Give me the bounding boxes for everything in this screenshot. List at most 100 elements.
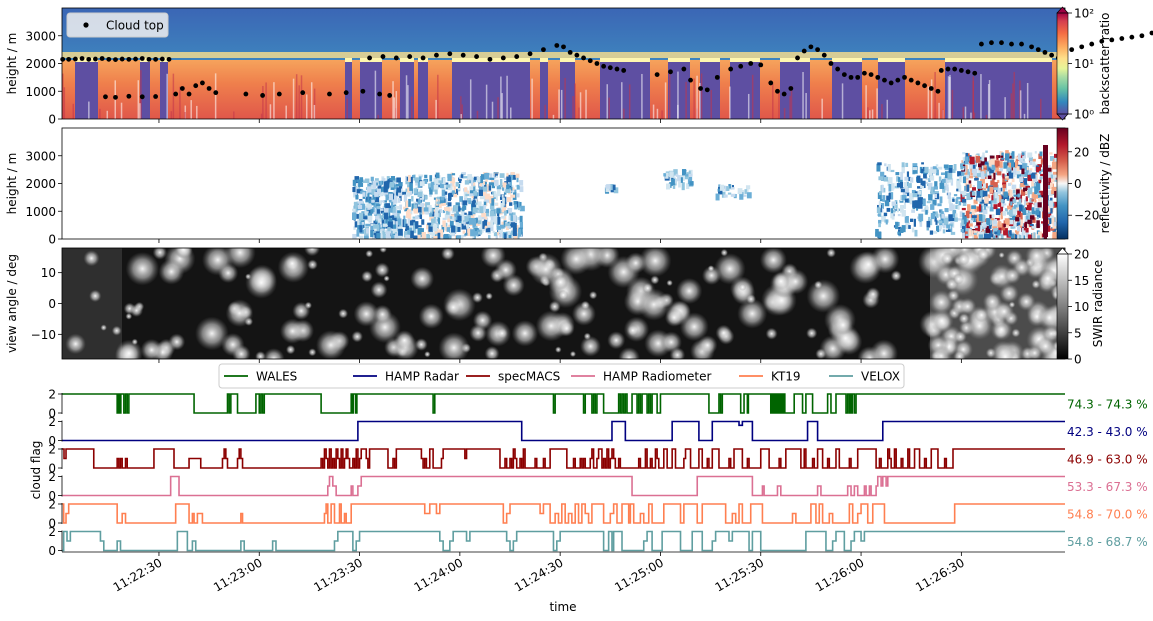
cloud-blob (424, 351, 431, 358)
cloud-top-point (166, 56, 172, 62)
backscatter-streak (927, 86, 930, 119)
echo-pixel (1032, 158, 1036, 162)
echo-pixel (496, 225, 501, 230)
echo-pixel (481, 214, 485, 220)
flag-percent-hamp-radar: 42.3 - 43.0 % (1067, 425, 1148, 439)
echo-pixel (1003, 228, 1008, 236)
echo-pixel (519, 221, 524, 230)
echo-pixel (883, 176, 889, 182)
cloud-blob (953, 350, 966, 359)
cloud-blob (865, 287, 881, 302)
echo-pixel (718, 184, 721, 187)
echo-pixel (723, 194, 728, 198)
flag-line-specmacs (62, 448, 1065, 469)
echo-pixel (464, 180, 470, 185)
backscatter-streak (1010, 93, 1013, 119)
echo-pixel (989, 168, 994, 174)
echo-pixel (907, 198, 911, 203)
echo-pixel (466, 224, 470, 229)
echo-pixel (413, 208, 419, 214)
cloud-top-point (1089, 41, 1095, 47)
echo-pixel (939, 196, 943, 204)
echo-pixel (1047, 167, 1052, 172)
echo-pixel (1015, 233, 1021, 238)
echo-pixel (457, 188, 461, 191)
echo-pixel (877, 162, 882, 166)
cloud-blob (225, 299, 254, 328)
backscatter-streak (72, 103, 75, 119)
echo-pixel (465, 213, 469, 217)
cloud-layer (700, 58, 720, 62)
flag-y-tick-label: 2 (48, 415, 56, 429)
backscatter-streak (179, 86, 181, 119)
echo-pixel (494, 191, 497, 198)
echo-pixel (497, 211, 500, 218)
echo-pixel (685, 174, 689, 177)
cloud-blob (815, 348, 827, 359)
cloud-top-point (654, 72, 660, 77)
echo-pixel (435, 172, 440, 180)
echo-pixel (901, 210, 906, 217)
x-tick-label: 11:22:30 (111, 555, 165, 594)
echo-pixel (448, 192, 452, 200)
colorbar-tick-label: 10¹ (1074, 57, 1094, 71)
echo-pixel (394, 205, 400, 210)
cloud-blob (65, 333, 86, 355)
echo-pixel (447, 185, 453, 191)
echo-pixel (912, 167, 918, 171)
echo-pixel (992, 214, 995, 217)
colorbar-tick-label: 10² (1074, 7, 1094, 21)
cloud-top-point (915, 80, 921, 86)
cloud-top-point (999, 40, 1004, 46)
echo-pixel (943, 184, 949, 191)
echo-pixel (952, 169, 956, 174)
echo-pixel (982, 152, 985, 159)
echo-pixel (415, 186, 419, 191)
cloud-blob (125, 312, 133, 320)
echo-pixel (405, 181, 410, 185)
cloud-blob (263, 348, 285, 359)
echo-pixel (976, 233, 979, 237)
echo-pixel (499, 224, 505, 229)
echo-pixel (973, 218, 978, 223)
echo-pixel (462, 204, 467, 210)
echo-pixel (1002, 201, 1005, 208)
echo-pixel (380, 224, 384, 228)
echo-pixel (989, 155, 995, 159)
echo-pixel (379, 208, 384, 211)
echo-pixel (1049, 152, 1053, 155)
cloud-blob (338, 308, 349, 319)
backscatter-streak (578, 107, 580, 119)
backscatter-streak (273, 82, 275, 119)
echo-pixel (424, 195, 428, 200)
echo-pixel (994, 227, 999, 231)
echo-pixel (1030, 224, 1034, 227)
cloud-blob (738, 283, 747, 291)
echo-pixel (487, 235, 491, 239)
echo-pixel (900, 188, 905, 193)
cloud-top-point (748, 61, 754, 66)
echo-pixel (903, 201, 907, 209)
cloud-top-point (828, 61, 834, 66)
cloud-top-point (581, 55, 586, 61)
cloud-layer (540, 58, 548, 62)
cloud-blob (1037, 305, 1062, 330)
echo-pixel (390, 201, 394, 209)
echo-pixel (949, 203, 953, 211)
cloud-top-point (1079, 44, 1085, 50)
echo-pixel (377, 218, 382, 223)
echo-pixel (922, 180, 926, 189)
echo-pixel (451, 173, 456, 176)
cloud-top-point (186, 91, 192, 97)
cloud-blob (529, 252, 563, 286)
echo-pixel (433, 177, 439, 184)
cloud-blob (580, 300, 590, 310)
cloud-layer (600, 58, 650, 62)
echo-pixel (419, 189, 423, 193)
echo-pixel (456, 235, 461, 239)
echo-pixel (370, 230, 373, 238)
colorbar-tick-label: 20 (1074, 145, 1089, 159)
echo-pixel (890, 211, 894, 219)
echo-pixel (956, 184, 962, 193)
